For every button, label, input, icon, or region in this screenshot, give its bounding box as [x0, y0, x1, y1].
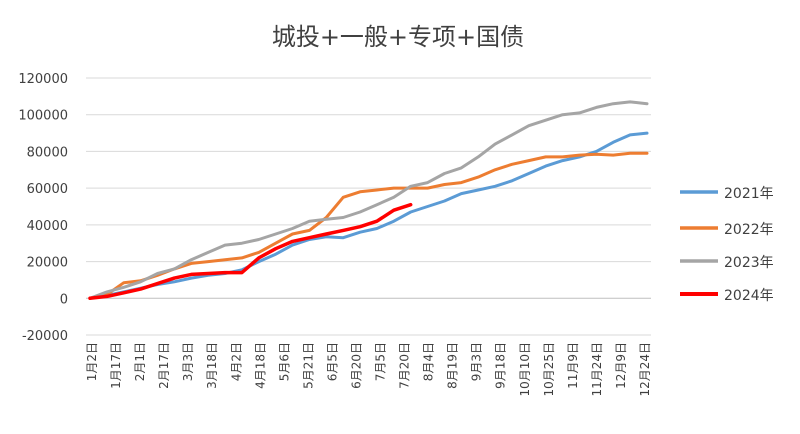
series-line-2: [88, 151, 649, 300]
x-tick-label: 1月2日: [85, 342, 99, 381]
legend-label: 2024年: [724, 288, 774, 304]
x-tick-label: 3月3日: [181, 342, 195, 381]
legend-label: 2021年: [724, 186, 774, 202]
x-tick-label: 12月24日: [638, 342, 652, 397]
legend-label: 2022年: [724, 222, 774, 238]
x-tick-label: 5月6日: [277, 342, 291, 381]
x-tick-label: 9月18日: [494, 342, 508, 389]
x-tick-label: 9月3日: [470, 342, 484, 381]
x-tick-label: 3月18日: [205, 342, 219, 389]
y-tick-label: 100000: [18, 109, 68, 124]
x-tick-label: 2月1日: [133, 342, 147, 381]
grid-lines: [86, 77, 651, 336]
x-tick-label: 2月17日: [157, 342, 171, 389]
series-line-4: [88, 202, 413, 301]
x-tick-label: 11月9日: [566, 342, 580, 389]
x-tick-label: 7月20日: [398, 342, 412, 389]
x-tick-label: 12月9日: [614, 342, 628, 389]
legend-label: 2023年: [724, 255, 774, 271]
x-tick-label: 7月5日: [374, 342, 388, 381]
y-tick-label: 60000: [27, 182, 68, 197]
y-tick-label: 40000: [27, 219, 68, 234]
y-tick-label: 0: [60, 292, 68, 307]
y-tick-label: 20000: [27, 256, 68, 271]
x-tick-label: 4月18日: [253, 342, 267, 389]
legend: 2021年 2022年 2023年 2024年: [680, 186, 774, 304]
y-axis-ticks: -20000 0 20000 40000 60000 80000 100000 120000: [18, 72, 68, 344]
x-tick-label: 8月19日: [446, 342, 460, 389]
x-tick-label: 4月2日: [229, 342, 243, 381]
x-tick-label: 8月4日: [422, 342, 436, 381]
y-tick-label: 120000: [18, 72, 68, 87]
x-tick-label: 6月5日: [325, 342, 339, 381]
x-tick-label: 10月10日: [518, 342, 532, 397]
series-line-1: [88, 131, 649, 300]
chart-title: 城投+一般+专项+国债: [272, 23, 524, 51]
x-tick-label: 5月21日: [301, 342, 315, 389]
x-tick-label: 6月20日: [349, 342, 363, 389]
x-axis-ticks: 1月2日 1月17日 2月1日 2月17日 3月3日 3月18日 4月2日 4月18日 5月6日…: [85, 342, 652, 397]
x-tick-label: 1月17日: [109, 342, 123, 389]
y-tick-label: -20000: [22, 329, 68, 344]
x-tick-label: 11月24日: [590, 342, 604, 397]
series-line-3: [88, 100, 649, 300]
x-tick-label: 10月25日: [542, 342, 556, 397]
series-lines: [88, 100, 649, 301]
y-tick-label: 80000: [27, 145, 68, 160]
